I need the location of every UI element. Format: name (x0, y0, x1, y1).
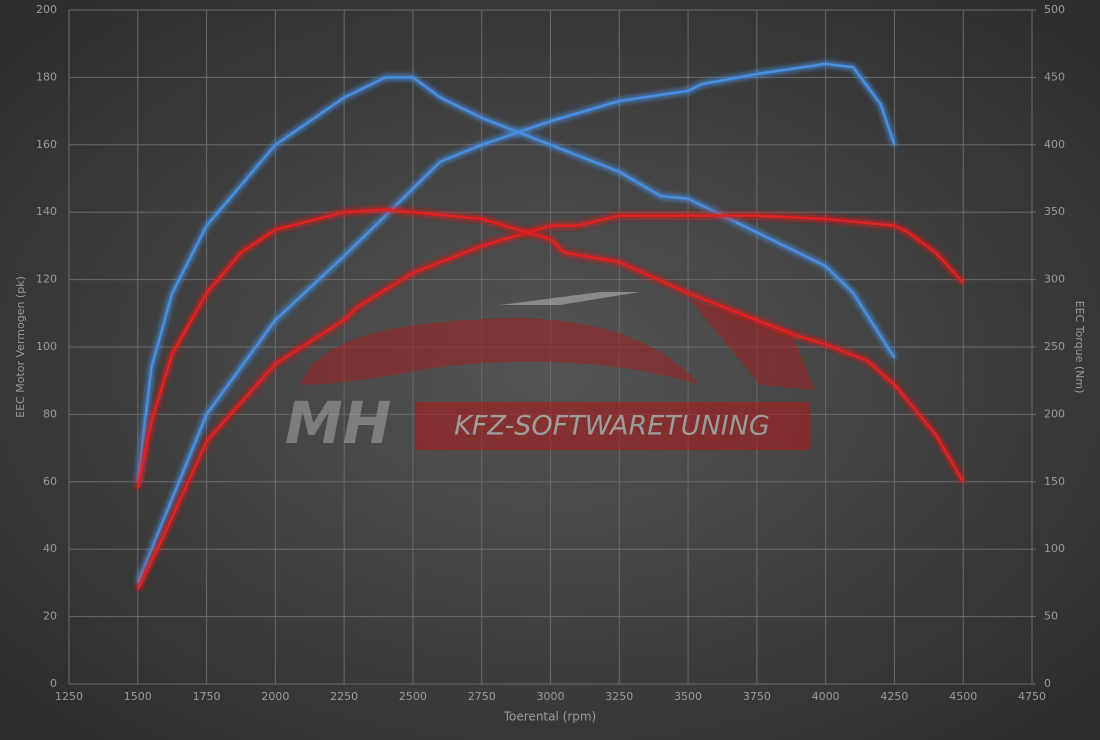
x-tick-label: 4500 (949, 690, 977, 703)
y-axis-label: EEC Motor Vermogen (pk) (14, 276, 27, 418)
y2-tick-label: 300 (1044, 273, 1065, 286)
watermark-car (690, 300, 815, 390)
x-tick-label: 1750 (193, 690, 221, 703)
y2-tick-label: 100 (1044, 542, 1065, 555)
x-tick-label: 4750 (1018, 690, 1046, 703)
y2-tick-label: 450 (1044, 70, 1065, 83)
y-tick-label: 60 (43, 475, 57, 488)
watermark-car (500, 292, 640, 305)
x-tick-label: 4000 (812, 690, 840, 703)
y-tick-label: 140 (36, 205, 57, 218)
x-tick-label: 3250 (605, 690, 633, 703)
y2-axis-label: EEC Torque (Nm) (1073, 301, 1086, 394)
x-axis-label: Toerental (rpm) (503, 710, 596, 724)
data-line (136, 62, 896, 584)
y-tick-label: 80 (43, 407, 57, 420)
y-tick-label: 40 (43, 542, 57, 555)
data-line (136, 208, 965, 489)
y2-tick-label: 250 (1044, 340, 1065, 353)
x-tick-label: 2000 (261, 690, 289, 703)
x-tick-label: 3000 (537, 690, 565, 703)
x-tick-label: 1500 (124, 690, 152, 703)
y-tick-label: 180 (36, 70, 57, 83)
watermark: MH KFZ-SOFTWARETUNING (285, 292, 815, 457)
x-tick-label: 4250 (880, 690, 908, 703)
x-tick-label: 1250 (55, 690, 83, 703)
x-tick-label: 3750 (743, 690, 771, 703)
x-tick-label: 2250 (330, 690, 358, 703)
watermark-text: MH (285, 389, 391, 457)
x-tick-label: 2500 (399, 690, 427, 703)
watermark-car (300, 318, 700, 385)
y-tick-label: 160 (36, 138, 57, 151)
x-tick-label: 3500 (674, 690, 702, 703)
y-tick-label: 200 (36, 3, 57, 16)
y2-tick-label: 400 (1044, 138, 1065, 151)
x-tick-label: 2750 (468, 690, 496, 703)
data-line (136, 76, 896, 482)
y-tick-label: 120 (36, 273, 57, 286)
y2-tick-label: 0 (1044, 677, 1051, 690)
y2-tick-label: 150 (1044, 475, 1065, 488)
watermark-text: KFZ-SOFTWARETUNING (454, 411, 770, 442)
watermark-band (415, 402, 810, 450)
y2-tick-label: 200 (1044, 407, 1065, 420)
y-tick-label: 0 (50, 677, 57, 690)
y-tick-label: 100 (36, 340, 57, 353)
data-line (136, 214, 965, 591)
y2-tick-label: 350 (1044, 205, 1065, 218)
y-tick-label: 20 (43, 610, 57, 623)
y2-tick-label: 500 (1044, 3, 1065, 16)
y2-tick-label: 50 (1044, 610, 1058, 623)
